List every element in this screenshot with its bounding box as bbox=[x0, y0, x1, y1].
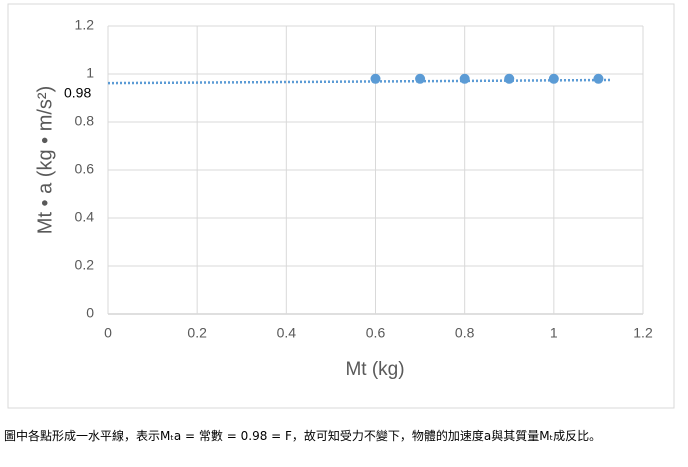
chart: Mt (kg) Mt • a (kg • m/s²) 0.98 0 0.2 0.4 0… bbox=[7, 3, 675, 409]
data-point bbox=[459, 73, 470, 84]
y-tick-label: 0.6 bbox=[75, 161, 95, 177]
y-tick-label: 0.4 bbox=[75, 209, 95, 225]
x-tick-label: 1 bbox=[550, 325, 558, 341]
x-tick-label: 0 bbox=[104, 325, 112, 341]
data-point bbox=[415, 73, 426, 84]
x-tick-label: 0.8 bbox=[455, 325, 475, 341]
y-tick-label: 0.8 bbox=[75, 113, 95, 129]
x-tick-label: 1.2 bbox=[633, 325, 653, 341]
y-tick-label: 0 bbox=[86, 305, 94, 321]
x-axis-label: Mt (kg) bbox=[345, 359, 404, 380]
y-tick-label: 1 bbox=[86, 65, 94, 81]
data-point bbox=[504, 73, 515, 84]
x-tick-label: 0.4 bbox=[277, 325, 297, 341]
data-point bbox=[548, 73, 559, 84]
y-tick-label: 1.2 bbox=[75, 17, 95, 33]
chart-frame bbox=[7, 3, 675, 409]
y-tick-label: 0.2 bbox=[75, 257, 95, 273]
caption: 圖中各點形成一水平線，表示Mₜa = 常數 = 0.98 = F，故可知受力不變… bbox=[4, 429, 602, 443]
data-point bbox=[370, 73, 381, 84]
annotation: 0.98 bbox=[64, 85, 91, 101]
y-axis-label: Mt • a (kg • m/s²) bbox=[34, 86, 56, 234]
data-point bbox=[593, 73, 604, 84]
x-tick-label: 0.6 bbox=[366, 325, 386, 341]
x-tick-label: 0.2 bbox=[187, 325, 207, 341]
